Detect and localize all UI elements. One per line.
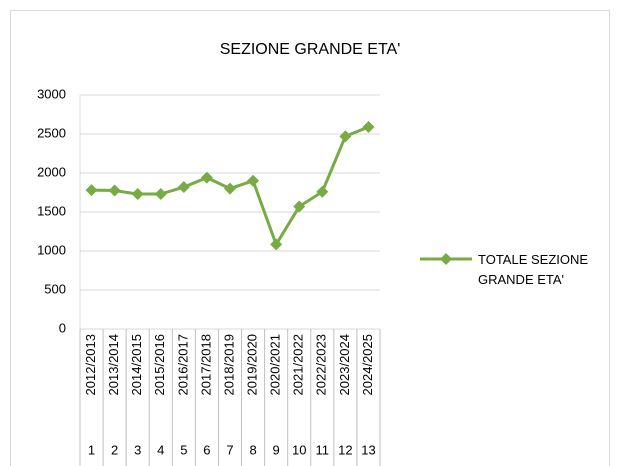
x-index-label: 3 — [134, 442, 141, 457]
x-tick-label: 2023/2024 — [337, 334, 352, 395]
chart-title: SEZIONE GRANDE ETA' — [220, 41, 401, 58]
y-tick-label: 2500 — [37, 125, 66, 140]
data-point — [85, 184, 98, 197]
legend-label: TOTALE SEZIONE GRANDE ETA' — [478, 252, 589, 287]
y-tick-label: 2000 — [37, 164, 66, 179]
x-tick-label: 2022/2023 — [314, 334, 329, 395]
x-tick-label: 2020/2021 — [268, 334, 283, 395]
x-tick-label: 2016/2017 — [175, 334, 190, 395]
x-tick-label: 2021/2022 — [291, 334, 306, 395]
x-index-label: 6 — [203, 442, 210, 457]
x-tick-label: 2012/2013 — [83, 334, 98, 395]
data-point — [108, 184, 121, 197]
data-point — [177, 181, 190, 194]
y-tick-label: 1500 — [37, 203, 66, 218]
x-index-label: 13 — [361, 442, 375, 457]
x-index-label: 7 — [226, 442, 233, 457]
x-tick-label: 2014/2015 — [129, 334, 144, 395]
y-tick-label: 3000 — [37, 86, 66, 101]
data-point — [316, 185, 329, 198]
y-tick-label: 0 — [59, 320, 66, 335]
data-point — [154, 188, 167, 201]
x-index-label: 10 — [292, 442, 306, 457]
data-point — [224, 182, 236, 195]
x-index-label: 12 — [338, 442, 352, 457]
data-point — [131, 188, 144, 201]
data-point — [200, 171, 213, 184]
x-tick-label: 2017/2018 — [198, 334, 213, 395]
x-tick-label: 2018/2019 — [221, 334, 236, 395]
x-index-label: 1 — [88, 442, 95, 457]
x-tick-label: 2019/2020 — [245, 334, 260, 395]
x-tick-label: 2024/2025 — [360, 334, 375, 395]
y-tick-label: 1000 — [37, 242, 66, 257]
x-index-label: 8 — [249, 442, 256, 457]
x-index-label: 11 — [316, 442, 330, 457]
x-index-label: 5 — [180, 442, 187, 457]
legend-marker — [440, 253, 452, 265]
data-point — [247, 174, 260, 187]
data-point — [293, 200, 306, 213]
data-point — [339, 130, 352, 143]
x-index-label: 4 — [157, 442, 164, 457]
x-tick-label: 2015/2016 — [152, 334, 167, 395]
x-tick-label: 2013/2014 — [106, 334, 121, 395]
chart-frame — [10, 10, 610, 466]
x-index-label: 9 — [273, 442, 280, 457]
x-index-label: 2 — [111, 442, 118, 457]
y-tick-label: 500 — [44, 281, 66, 296]
data-point — [362, 120, 375, 133]
data-point — [270, 238, 283, 251]
